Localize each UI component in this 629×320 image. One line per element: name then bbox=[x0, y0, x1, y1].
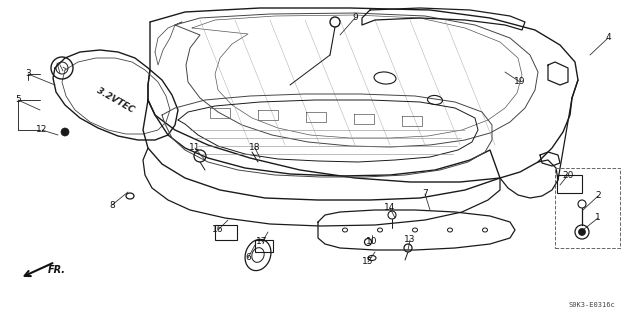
Text: 17: 17 bbox=[256, 237, 268, 246]
Text: 4: 4 bbox=[605, 34, 611, 43]
Text: 10: 10 bbox=[366, 237, 378, 246]
Text: 3.2VTEC: 3.2VTEC bbox=[95, 86, 135, 114]
Circle shape bbox=[61, 128, 69, 136]
Text: 13: 13 bbox=[404, 236, 416, 244]
Bar bbox=[555, 168, 620, 248]
Text: 7: 7 bbox=[422, 189, 428, 198]
Text: 14: 14 bbox=[384, 204, 396, 212]
Text: 8: 8 bbox=[109, 201, 115, 210]
Text: 19: 19 bbox=[515, 77, 526, 86]
Bar bbox=[215, 225, 237, 240]
Text: 20: 20 bbox=[562, 171, 574, 180]
Text: 9: 9 bbox=[352, 13, 358, 22]
Bar bbox=[557, 175, 582, 193]
Circle shape bbox=[579, 228, 586, 236]
Text: 15: 15 bbox=[362, 258, 374, 267]
Text: 2: 2 bbox=[595, 191, 601, 201]
Text: 5: 5 bbox=[15, 95, 21, 105]
Text: 11: 11 bbox=[189, 143, 201, 153]
Text: S0K3-E0316c: S0K3-E0316c bbox=[568, 302, 615, 308]
Bar bbox=[255, 240, 273, 252]
Text: FR.: FR. bbox=[48, 265, 66, 275]
Text: 6: 6 bbox=[245, 253, 251, 262]
Text: 16: 16 bbox=[212, 226, 224, 235]
Text: 18: 18 bbox=[249, 143, 261, 153]
Text: 3: 3 bbox=[25, 69, 31, 78]
Text: 12: 12 bbox=[36, 125, 48, 134]
Text: 1: 1 bbox=[595, 213, 601, 222]
